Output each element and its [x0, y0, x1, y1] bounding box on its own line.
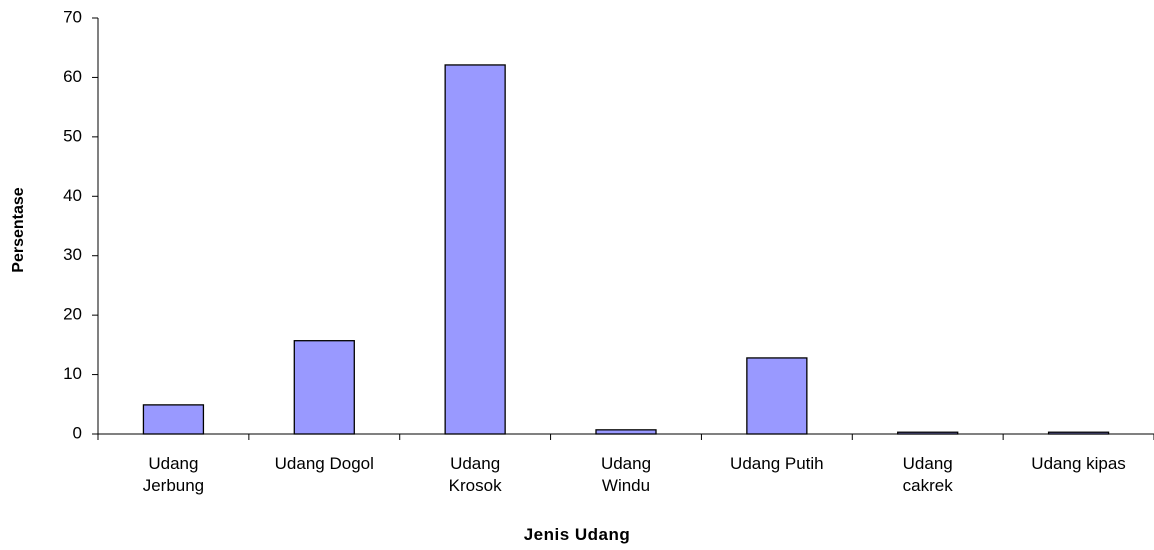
- y-tick-label: 60: [63, 67, 82, 86]
- bar: [293, 340, 355, 435]
- y-tick-label: 10: [63, 364, 82, 383]
- x-tick-label: Udang Windu: [600, 454, 652, 495]
- bar: [897, 431, 959, 435]
- y-tick-label: 30: [63, 245, 82, 264]
- x-tick-label: Udang Jerbung: [142, 454, 205, 495]
- bar: [595, 429, 657, 435]
- y-tick-label: 40: [63, 186, 82, 205]
- x-axis-title: Jenis Udang: [523, 525, 631, 544]
- x-tick-label: Udang Krosok: [448, 454, 502, 495]
- y-tick-label: 50: [63, 126, 82, 145]
- bar: [142, 404, 205, 435]
- y-axis-title: Persentase: [10, 187, 27, 272]
- x-tick-label: Udang Putih: [730, 454, 824, 473]
- y-tick-label: 0: [73, 423, 82, 442]
- bar: [444, 64, 506, 435]
- x-tick-label: Udang cakrek: [902, 454, 953, 495]
- bar: [746, 357, 808, 435]
- bar: [1047, 431, 1110, 435]
- y-tick-label: 70: [63, 7, 82, 26]
- x-tick-label: Udang Dogol: [274, 454, 374, 473]
- y-tick-label: 20: [63, 305, 82, 324]
- x-tick-label: Udang kipas: [1031, 454, 1126, 473]
